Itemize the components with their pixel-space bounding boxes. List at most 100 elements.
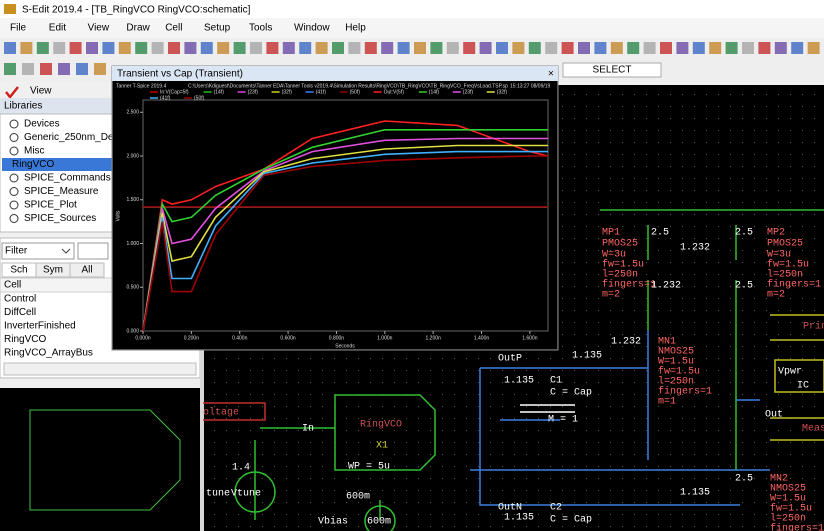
grid-dot — [814, 394, 815, 395]
tool-icon[interactable] — [725, 42, 738, 54]
tool-icon[interactable] — [381, 42, 394, 54]
filter-box[interactable] — [1, 242, 75, 260]
tool-icon[interactable] — [151, 42, 164, 54]
tool-icon[interactable] — [266, 42, 279, 54]
tool-icon[interactable] — [479, 42, 492, 54]
tool-icon[interactable] — [807, 42, 820, 54]
grid-dot — [574, 454, 575, 455]
tool-icon[interactable] — [561, 42, 574, 54]
menu-item[interactable]: Edit — [49, 23, 66, 34]
tool-icon[interactable] — [496, 42, 508, 54]
grid-dot — [334, 358, 335, 359]
tool-icon[interactable] — [446, 42, 459, 54]
tool-icon[interactable] — [4, 63, 16, 75]
grid-dot — [730, 154, 731, 155]
tool-icon[interactable] — [610, 42, 623, 54]
library-item[interactable]: SPICE_Measure — [24, 186, 99, 197]
library-item[interactable]: Generic_250nm_Devic — [24, 132, 126, 143]
tool-icon[interactable] — [250, 42, 262, 54]
tool-icon[interactable] — [512, 42, 525, 54]
tab-label[interactable]: All — [81, 265, 92, 276]
tool-icon[interactable] — [299, 42, 312, 54]
tab-label[interactable]: Sym — [43, 265, 63, 276]
menu-item[interactable]: Draw — [126, 23, 150, 34]
tool-icon[interactable] — [58, 63, 70, 75]
tool-icon[interactable] — [463, 42, 476, 54]
tool-icon[interactable] — [40, 63, 52, 75]
tool-icon[interactable] — [4, 42, 16, 54]
close-button[interactable]: × — [548, 69, 554, 80]
view-button[interactable]: View — [30, 86, 52, 97]
filter-input[interactable] — [77, 242, 109, 260]
tool-icon[interactable] — [233, 42, 246, 54]
tool-icon[interactable] — [578, 42, 590, 54]
tool-icon[interactable] — [742, 42, 754, 54]
tool-icon[interactable] — [660, 42, 672, 54]
tool-icon[interactable] — [200, 42, 213, 54]
tool-icon[interactable] — [594, 42, 607, 54]
grid-dot — [754, 442, 755, 443]
tool-icon[interactable] — [135, 42, 148, 54]
tool-icon[interactable] — [118, 42, 131, 54]
library-item[interactable]: Misc — [24, 146, 45, 157]
scrollbar[interactable] — [3, 362, 197, 376]
tool-icon[interactable] — [20, 42, 33, 54]
tool-icon[interactable] — [86, 42, 98, 54]
library-item[interactable]: Devices — [24, 119, 60, 130]
tool-icon[interactable] — [643, 42, 656, 54]
tab-label[interactable]: Sch — [10, 265, 27, 276]
tool-icon[interactable] — [758, 42, 771, 54]
tool-icon[interactable] — [36, 42, 49, 54]
library-item[interactable]: SPICE_Sources — [24, 213, 96, 224]
tool-icon[interactable] — [217, 42, 230, 54]
cell-item[interactable]: RingVCO_ArrayBus — [4, 348, 93, 359]
tool-icon[interactable] — [414, 42, 426, 54]
mode-select[interactable]: SELECT — [593, 65, 632, 76]
cell-item[interactable]: InverterFinished — [4, 321, 76, 332]
grid-dot — [682, 370, 683, 371]
tool-icon[interactable] — [528, 42, 541, 54]
menu-item[interactable]: Setup — [204, 23, 231, 34]
library-item[interactable]: RingVCO — [12, 159, 54, 170]
library-item[interactable]: SPICE_Plot — [24, 200, 77, 211]
tool-icon[interactable] — [94, 63, 106, 75]
grid-dot — [598, 202, 599, 203]
tool-icon[interactable] — [791, 42, 804, 54]
tool-icon[interactable] — [282, 42, 295, 54]
tool-icon[interactable] — [348, 42, 361, 54]
tool-icon[interactable] — [76, 63, 88, 75]
cell-item[interactable]: Control — [4, 294, 36, 305]
tool-icon[interactable] — [53, 42, 66, 54]
tab[interactable] — [69, 262, 105, 278]
tool-icon[interactable] — [676, 42, 689, 54]
tool-icon[interactable] — [364, 42, 377, 54]
grid-dot — [622, 238, 623, 239]
tool-icon[interactable] — [168, 42, 180, 54]
mode-box[interactable] — [562, 62, 662, 78]
menu-item[interactable]: Tools — [249, 23, 272, 34]
menu-item[interactable]: Help — [345, 23, 366, 34]
menu-item[interactable]: View — [88, 23, 110, 34]
menu-item[interactable]: Cell — [165, 23, 182, 34]
grid-dot — [430, 466, 431, 467]
tool-icon[interactable] — [430, 42, 443, 54]
library-item[interactable]: SPICE_Commands — [24, 173, 111, 184]
menu-item[interactable]: File — [10, 23, 27, 34]
grid-dot — [646, 202, 647, 203]
grid-dot — [286, 430, 287, 431]
tool-icon[interactable] — [545, 42, 558, 54]
tool-icon[interactable] — [774, 42, 787, 54]
tool-icon[interactable] — [627, 42, 640, 54]
tool-icon[interactable] — [22, 63, 34, 75]
tool-icon[interactable] — [102, 42, 115, 54]
menu-item[interactable]: Window — [294, 23, 330, 34]
cell-item[interactable]: RingVCO — [4, 334, 46, 345]
tool-icon[interactable] — [397, 42, 410, 54]
tool-icon[interactable] — [69, 42, 82, 54]
tool-icon[interactable] — [692, 42, 705, 54]
tool-icon[interactable] — [315, 42, 328, 54]
tool-icon[interactable] — [332, 42, 344, 54]
tool-icon[interactable] — [184, 42, 197, 54]
tool-icon[interactable] — [709, 42, 722, 54]
cell-item[interactable]: DiffCell — [4, 307, 36, 318]
